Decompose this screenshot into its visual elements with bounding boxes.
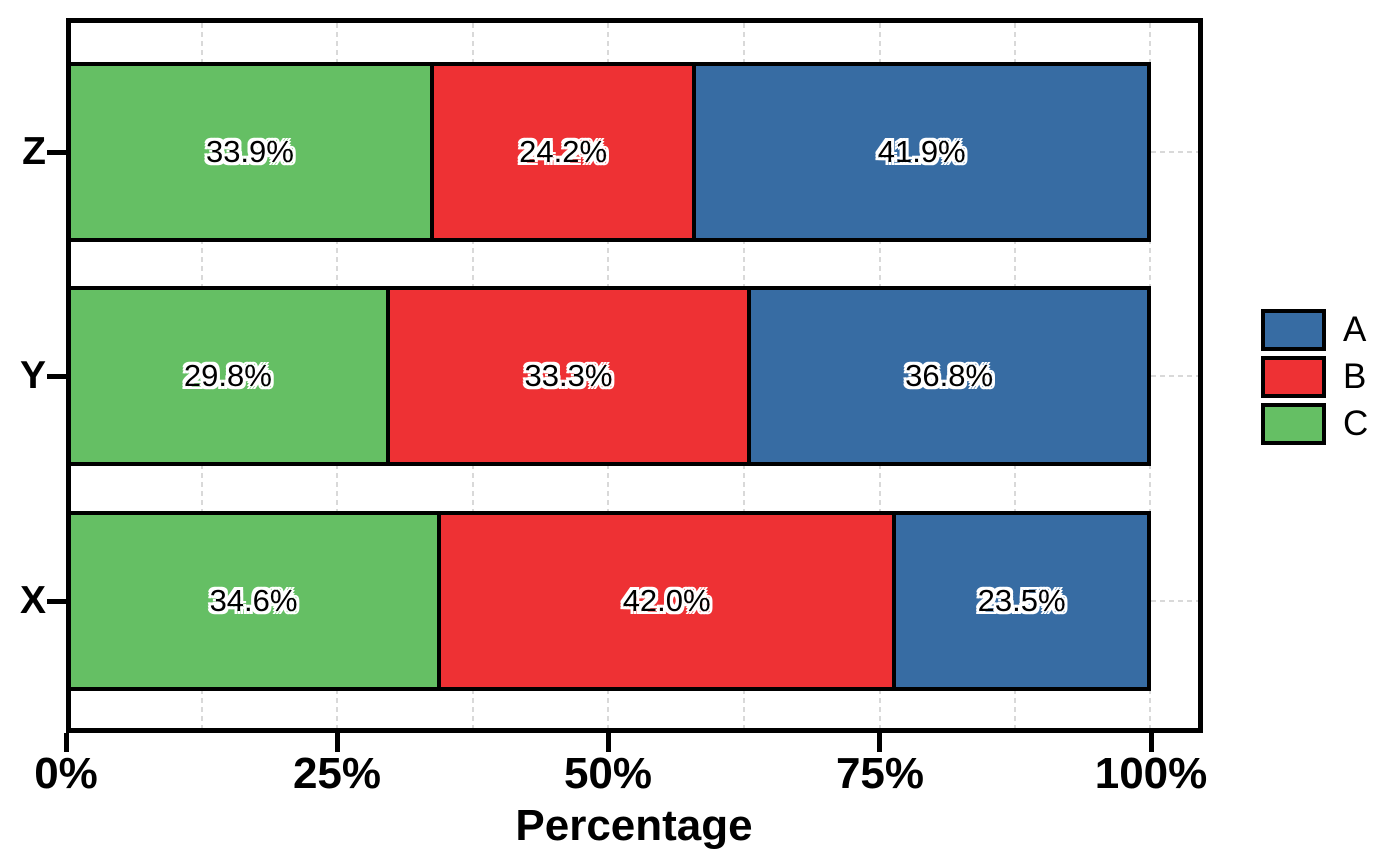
y-tick-label-x: X [19,579,46,622]
x-tick-50 [606,733,611,752]
segment-label: 29.8% [183,358,272,393]
bar-segment-y-a: 36.8% [747,286,1151,466]
x-tick-label-75: 75% [835,749,925,798]
legend-label-a: A [1343,310,1367,349]
x-tick-100 [1149,733,1154,752]
segment-label: 42.0% [622,583,711,618]
segment-label: 41.9% [877,134,966,169]
x-tick-label-25: 25% [292,749,382,798]
legend-label-b: B [1343,357,1367,396]
segment-label: 36.8% [905,358,994,393]
segment-label: 33.3% [524,358,613,393]
segment-label: 23.5% [977,583,1066,618]
x-tick-label-0: 0% [34,749,98,798]
legend-item-b: B [1261,356,1366,398]
bar-row-z: 33.9% 24.2% 41.9% [66,62,1151,242]
bar-segment-x-a: 23.5% [892,511,1151,691]
x-tick-25 [335,733,340,752]
bar-segment-x-c: 34.6% [66,511,442,691]
legend-item-c: C [1261,403,1368,445]
segment-label: 34.6% [209,583,298,618]
bar-segment-z-b: 24.2% [429,62,697,242]
bar-segment-z-c: 33.9% [66,62,434,242]
x-tick-label-100: 100% [1094,749,1208,798]
y-tick-y [47,374,66,379]
segment-label: 33.9% [205,134,294,169]
legend-item-a: A [1261,309,1366,351]
bar-row-x: 34.6% 42.0% 23.5% [66,511,1151,691]
bar-segment-y-c: 29.8% [66,286,390,466]
x-axis-label: Percentage [515,801,753,850]
y-tick-label-z: Z [22,130,46,173]
legend-swatch-c [1261,403,1326,445]
x-tick-0 [64,733,69,752]
x-tick-label-50: 50% [563,749,653,798]
y-tick-x [47,599,66,604]
y-tick-label-y: Y [19,354,46,397]
bar-row-y: 29.8% 33.3% 36.8% [66,286,1151,466]
bar-segment-x-b: 42.0% [437,511,897,691]
legend-swatch-a [1261,309,1326,351]
bar-segment-y-b: 33.3% [385,286,752,466]
legend-label-c: C [1343,404,1369,443]
y-tick-z [47,150,66,155]
bar-segment-z-a: 41.9% [692,62,1151,242]
legend-swatch-b [1261,356,1326,398]
x-tick-75 [877,733,882,752]
segment-label: 24.2% [519,134,608,169]
